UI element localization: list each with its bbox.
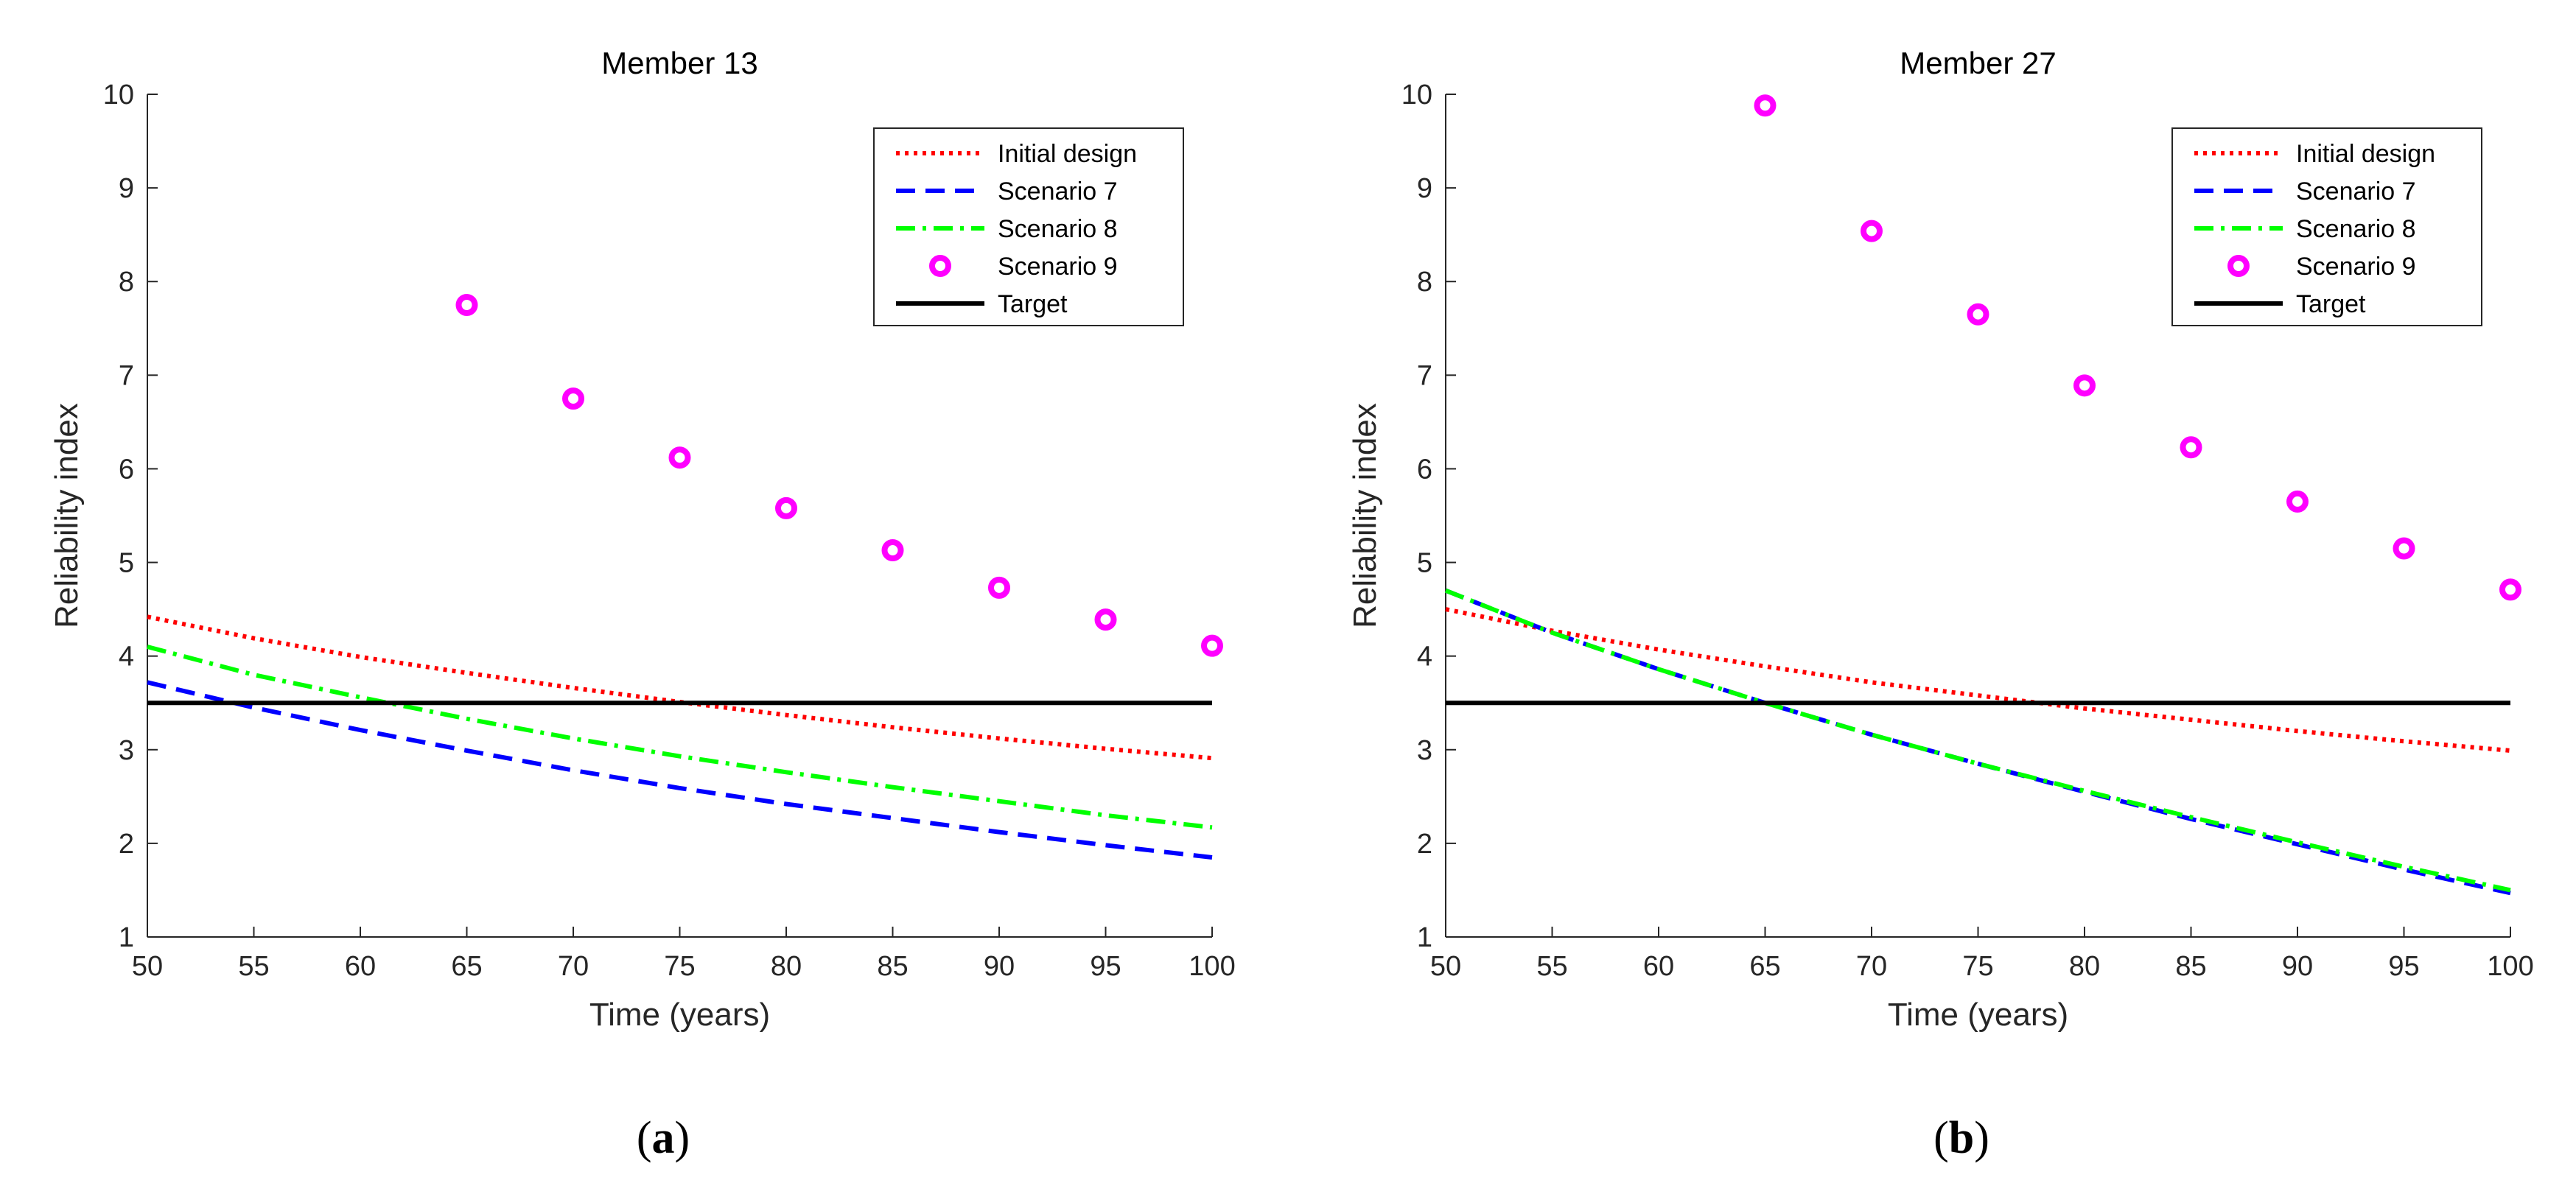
data-point-scenario-9 [1861, 220, 1883, 242]
data-point-scenario-9 [562, 387, 584, 410]
x-tick-label: 70 [558, 951, 589, 982]
chart-panel-1: 50 55 60 65 70 75 80 85 90 95 100 1 2 3 4 5 6 7 8 9 10 Member… [49, 46, 1236, 1163]
series-line-scenario-7 [1444, 588, 2511, 896]
x-axis-label: Time (years) [1888, 997, 2068, 1033]
legend-label: Scenario 8 [998, 215, 1118, 243]
chart-panel-2: 50 55 60 65 70 75 80 85 90 95 100 1 2 3 4 5 6 7 8 9 10 Member… [1347, 46, 2534, 1163]
panel-caption: (a) [637, 1113, 690, 1163]
chart-title: Member 27 [1900, 46, 2056, 80]
data-point-scenario-9 [2286, 490, 2309, 513]
y-tick-label: 2 [119, 829, 134, 860]
data-point-scenario-9 [1201, 634, 1223, 657]
data-point-scenario-9 [1754, 94, 1777, 117]
y-tick-label: 7 [119, 360, 134, 391]
legend-label: Initial design [998, 140, 1137, 168]
x-tick-label: 80 [2069, 951, 2100, 982]
y-tick-label: 3 [119, 735, 134, 766]
y-tick-label: 10 [1401, 80, 1432, 110]
x-tick-label: 65 [1749, 951, 1780, 982]
y-tick-label: 4 [119, 642, 134, 673]
caption-close-paren: ) [675, 1113, 690, 1163]
x-tick-label: 55 [238, 951, 269, 982]
data-point-scenario-9 [775, 496, 797, 519]
x-tick-label: 85 [877, 951, 908, 982]
legend-label: Target [2296, 290, 2366, 318]
x-tick-label: 95 [1090, 951, 1121, 982]
y-tick-label: 9 [119, 173, 134, 204]
y-tick-label: 10 [103, 80, 134, 110]
data-point-scenario-9 [881, 539, 904, 562]
caption-close-paren: ) [1974, 1113, 1989, 1163]
y-axis-label: Reliability index [1347, 403, 1383, 628]
series-line-scenario-7 [147, 680, 1213, 860]
legend-label: Scenario 8 [2296, 215, 2416, 243]
x-tick-label: 70 [1856, 951, 1887, 982]
x-tick-label: 90 [2282, 951, 2313, 982]
x-tick-label: 50 [1430, 951, 1461, 982]
y-axis-label: Reliability index [49, 403, 85, 628]
y-tick-label: 5 [1417, 548, 1432, 579]
x-tick-label: 75 [664, 951, 695, 982]
legend-label: Target [998, 290, 1068, 318]
x-tick-label: 80 [771, 951, 802, 982]
x-tick-label: 60 [345, 951, 376, 982]
legend: Initial design Scenario 7 Scenario 8 Scenar… [873, 127, 1184, 326]
x-tick-label: 75 [1962, 951, 1993, 982]
series-line-initial-design [1445, 607, 2511, 753]
x-axis-label: Time (years) [589, 997, 770, 1033]
y-tick-label: 8 [119, 267, 134, 298]
x-tick-label: 85 [2175, 951, 2206, 982]
legend: Initial design Scenario 7 Scenario 8 Scenar… [2171, 127, 2482, 326]
caption-letter: b [1949, 1113, 1974, 1163]
y-tick-label: 7 [1417, 360, 1432, 391]
legend-label: Scenario 7 [998, 178, 1118, 206]
data-point-scenario-9 [2180, 436, 2202, 459]
y-tick-label: 2 [1417, 829, 1432, 860]
legend-label: Scenario 7 [2296, 178, 2416, 206]
x-tick-label: 65 [451, 951, 482, 982]
x-tick-label: 100 [1189, 951, 1235, 982]
y-tick-label: 8 [1417, 267, 1432, 298]
data-point-scenario-9 [2073, 374, 2096, 397]
x-tick-label: 60 [1643, 951, 1674, 982]
y-tick-label: 3 [1417, 735, 1432, 766]
data-point-scenario-9 [1967, 303, 1989, 326]
series-line-scenario-8 [1444, 588, 2511, 893]
x-tick-label: 90 [984, 951, 1015, 982]
panel-caption: (b) [1933, 1113, 1989, 1163]
chart-title: Member 13 [601, 46, 757, 80]
legend-marker [2227, 255, 2250, 277]
series-line-scenario-8 [147, 645, 1213, 830]
y-tick-label: 9 [1417, 173, 1432, 204]
caption-open-paren: ( [1933, 1113, 1949, 1163]
x-tick-label: 100 [2487, 951, 2533, 982]
x-tick-label: 95 [2388, 951, 2419, 982]
y-tick-label: 1 [119, 922, 134, 953]
legend-label: Scenario 9 [2296, 253, 2416, 281]
x-tick-label: 55 [1536, 951, 1567, 982]
data-point-scenario-9 [668, 446, 691, 469]
legend-marker [929, 255, 951, 277]
y-tick-label: 5 [119, 548, 134, 579]
y-tick-label: 1 [1417, 922, 1432, 953]
y-tick-label: 6 [119, 454, 134, 485]
data-point-scenario-9 [455, 294, 478, 316]
data-point-scenario-9 [1094, 608, 1117, 631]
legend-label: Scenario 9 [998, 253, 1118, 281]
x-tick-label: 50 [132, 951, 163, 982]
caption-letter: a [652, 1113, 675, 1163]
series-line-initial-design [147, 614, 1213, 761]
legend-label: Initial design [2296, 140, 2435, 168]
data-point-scenario-9 [988, 576, 1010, 599]
y-tick-label: 6 [1417, 454, 1432, 485]
data-point-scenario-9 [2393, 537, 2415, 560]
caption-open-paren: ( [637, 1113, 652, 1163]
data-point-scenario-9 [2499, 578, 2521, 601]
y-tick-label: 4 [1417, 642, 1432, 673]
